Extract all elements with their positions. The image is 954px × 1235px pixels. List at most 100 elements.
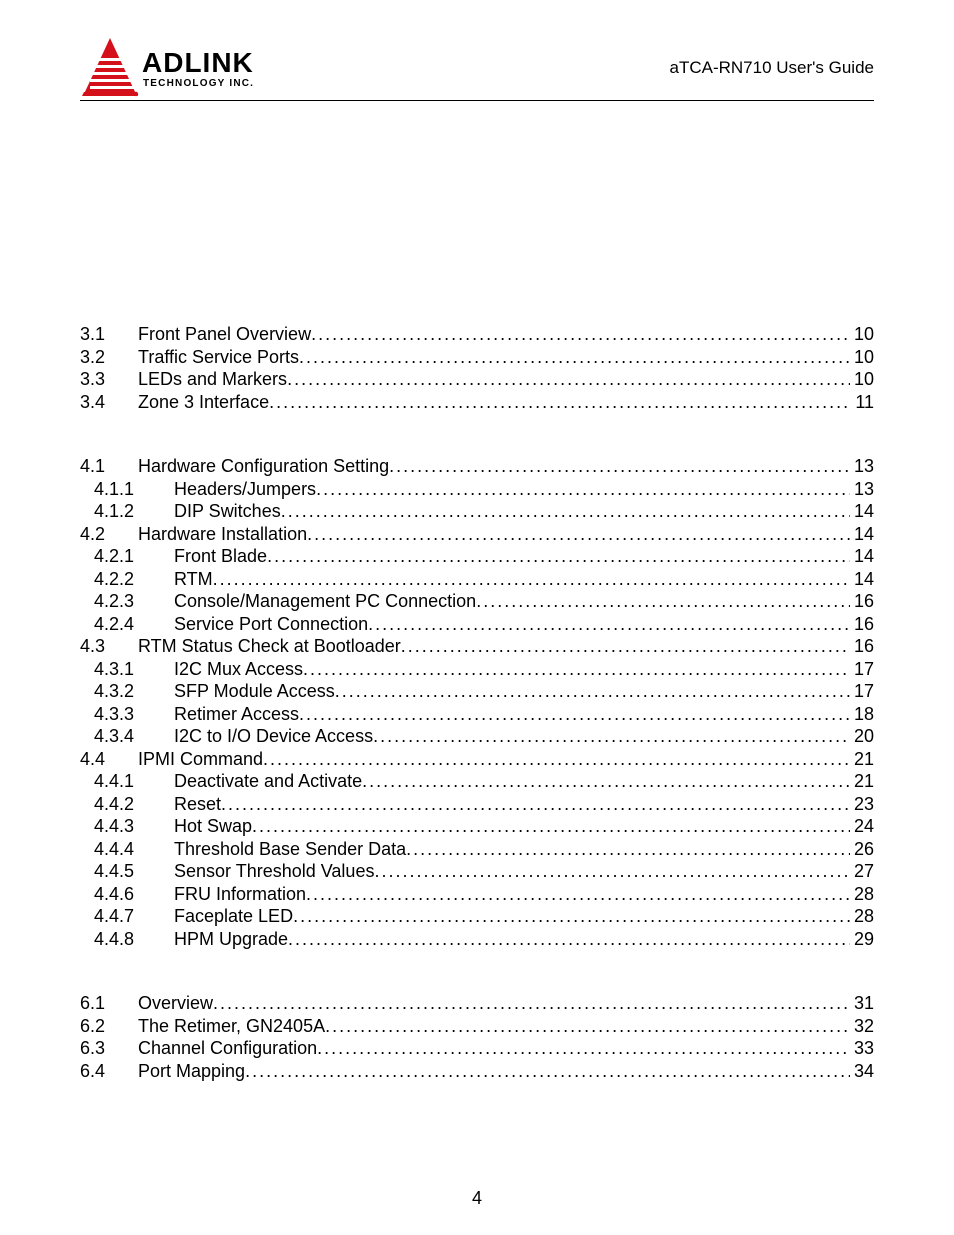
toc-entry-number: 6.3 [80,1037,134,1060]
toc-entry-number: 6.4 [80,1060,134,1083]
toc-group: 3.1Front Panel Overview 103.2Traffic Ser… [80,323,874,413]
toc-entry[interactable]: 4.4.6FRU Information 28 [80,883,874,906]
toc-entry-page: 26 [850,838,874,861]
toc-entry[interactable]: 4.1.1Headers/Jumpers 13 [80,478,874,501]
toc-entry-number: 3.1 [80,323,134,346]
toc-entry-number: 4.1.1 [94,478,170,501]
toc-entry-page: 31 [850,992,874,1015]
toc-entry-number: 3.2 [80,346,134,369]
toc-entry-number: 4.2 [80,523,134,546]
toc-entry[interactable]: 4.1.2DIP Switches 14 [80,500,874,523]
toc-entry[interactable]: 4.2.2RTM 14 [80,568,874,591]
toc-entry[interactable]: 4.4.1Deactivate and Activate 21 [80,770,874,793]
adlink-logo-icon: ADLINK TECHNOLOGY INC. [80,36,290,98]
toc-entry-page: 29 [850,928,874,951]
toc-leader-dots [401,635,850,658]
toc-entry-page: 17 [850,680,874,703]
toc-entry-number: 4.4.2 [94,793,170,816]
toc-entry-number: 4.4.4 [94,838,170,861]
toc-entry-title: RTM Status Check at Bootloader [134,635,401,658]
toc-entry-number: 6.1 [80,992,134,1015]
toc-entry-page: 10 [850,368,874,391]
toc-leader-dots [311,323,850,346]
toc-entry-number: 4.2.3 [94,590,170,613]
toc-entry-page: 13 [850,455,874,478]
toc-entry[interactable]: 4.3.1I2C Mux Access 17 [80,658,874,681]
toc-entry[interactable]: 4.4.3Hot Swap 24 [80,815,874,838]
toc-entry[interactable]: 4.4.7Faceplate LED 28 [80,905,874,928]
toc-entry-page: 14 [850,523,874,546]
toc-entry-title: Deactivate and Activate [170,770,362,793]
toc-entry[interactable]: 3.2Traffic Service Ports 10 [80,346,874,369]
toc-leader-dots [213,568,850,591]
toc-leader-dots [293,905,850,928]
logo: ADLINK TECHNOLOGY INC. [80,36,290,98]
toc-entry-number: 4.3.2 [94,680,170,703]
toc-entry[interactable]: 4.4.4Threshold Base Sender Data 26 [80,838,874,861]
toc-entry[interactable]: 3.1Front Panel Overview 10 [80,323,874,346]
toc-entry-number: 4.4.1 [94,770,170,793]
toc-entry[interactable]: 4.4IPMI Command 21 [80,748,874,771]
toc-entry-title: Console/Management PC Connection [170,590,476,613]
toc-entry[interactable]: 6.1Overview 31 [80,992,874,1015]
toc-entry[interactable]: 4.3RTM Status Check at Bootloader 16 [80,635,874,658]
toc-leader-dots [252,815,850,838]
toc-entry-page: 18 [850,703,874,726]
toc-entry[interactable]: 4.1Hardware Configuration Setting 13 [80,455,874,478]
toc-leader-dots [269,391,851,414]
toc-entry-title: Hardware Configuration Setting [134,455,389,478]
toc-entry[interactable]: 4.3.4I2C to I/O Device Access 20 [80,725,874,748]
toc-entry[interactable]: 4.2.1Front Blade 14 [80,545,874,568]
toc-entry-page: 28 [850,883,874,906]
toc-entry-title: Traffic Service Ports [134,346,299,369]
toc-entry[interactable]: 4.4.5Sensor Threshold Values 27 [80,860,874,883]
toc-entry[interactable]: 6.3Channel Configuration 33 [80,1037,874,1060]
toc-entry[interactable]: 4.2.4Service Port Connection 16 [80,613,874,636]
toc-entry-number: 3.4 [80,391,134,414]
toc-entry[interactable]: 3.4Zone 3 Interface 11 [80,391,874,414]
toc-entry-title: Faceplate LED [170,905,293,928]
toc-entry-number: 4.3.3 [94,703,170,726]
toc-leader-dots [267,545,850,568]
toc-entry-title: FRU Information [170,883,306,906]
toc-entry-title: RTM [170,568,213,591]
toc-entry[interactable]: 4.2.3Console/Management PC Connection 16 [80,590,874,613]
toc-entry[interactable]: 4.3.2SFP Module Access 17 [80,680,874,703]
doc-title: aTCA-RN710 User's Guide [670,58,874,78]
toc-entry-number: 4.2.1 [94,545,170,568]
toc-entry[interactable]: 3.3LEDs and Markers 10 [80,368,874,391]
table-of-contents: 3.1Front Panel Overview 103.2Traffic Ser… [80,323,874,1082]
toc-entry[interactable]: 4.4.2Reset 23 [80,793,874,816]
toc-entry[interactable]: 4.2Hardware Installation 14 [80,523,874,546]
toc-leader-dots [306,883,850,906]
toc-entry-title: I2C Mux Access [170,658,303,681]
toc-leader-dots [263,748,850,771]
toc-entry[interactable]: 6.4Port Mapping 34 [80,1060,874,1083]
toc-leader-dots [368,613,850,636]
toc-entry-number: 4.1.2 [94,500,170,523]
toc-entry-page: 11 [851,391,874,414]
toc-group: 6.1Overview 316.2The Retimer, GN2405A 32… [80,992,874,1082]
toc-entry-page: 10 [850,346,874,369]
toc-entry-title: I2C to I/O Device Access [170,725,373,748]
toc-leader-dots [476,590,850,613]
toc-leader-dots [373,725,850,748]
toc-entry[interactable]: 4.4.8HPM Upgrade 29 [80,928,874,951]
toc-entry-number: 3.3 [80,368,134,391]
toc-entry-title: Front Blade [170,545,267,568]
toc-entry-page: 23 [850,793,874,816]
toc-entry-title: Port Mapping [134,1060,245,1083]
toc-entry-page: 33 [850,1037,874,1060]
toc-entry-page: 16 [850,590,874,613]
toc-entry-page: 13 [850,478,874,501]
toc-entry[interactable]: 4.3.3Retimer Access 18 [80,703,874,726]
toc-entry-number: 4.2.2 [94,568,170,591]
toc-entry-page: 34 [850,1060,874,1083]
toc-entry-number: 4.2.4 [94,613,170,636]
toc-entry[interactable]: 6.2The Retimer, GN2405A 32 [80,1015,874,1038]
toc-entry-page: 14 [850,568,874,591]
toc-entry-page: 14 [850,500,874,523]
toc-leader-dots [316,478,850,501]
toc-leader-dots [287,368,850,391]
toc-entry-number: 4.3 [80,635,134,658]
